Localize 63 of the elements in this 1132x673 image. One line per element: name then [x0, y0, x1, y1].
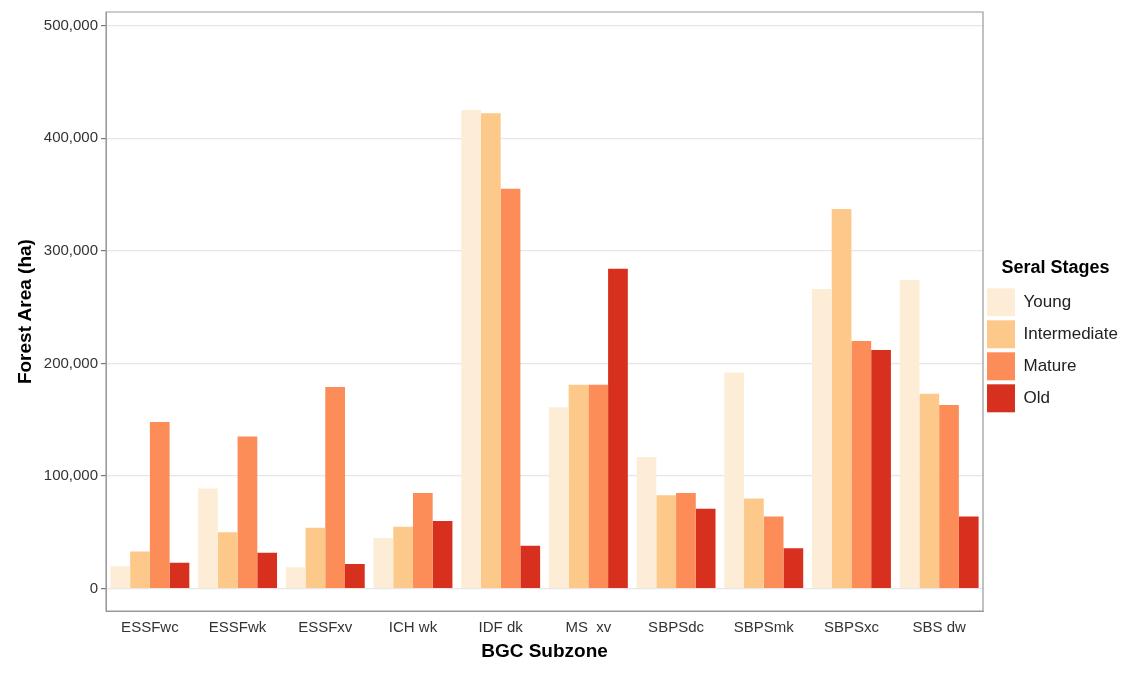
- bar: [783, 548, 804, 589]
- bar: [851, 340, 872, 589]
- bar: [811, 289, 832, 589]
- bar: [237, 436, 258, 589]
- y-tick-label: 500,000: [43, 15, 99, 33]
- y-tick-label: 100,000: [43, 466, 99, 484]
- bar: [500, 188, 521, 589]
- bar: [285, 567, 306, 589]
- x-tick-label: ESSFxv: [298, 618, 353, 636]
- bar: [568, 384, 589, 589]
- x-tick-label: SBPSxc: [823, 618, 880, 636]
- y-tick-label: 300,000: [43, 240, 99, 258]
- bar: [130, 551, 150, 589]
- legend-title: Seral Stages: [1001, 256, 1110, 277]
- bar: [763, 516, 784, 589]
- bar: [831, 209, 852, 589]
- legend-label: Mature: [1023, 355, 1077, 375]
- legend-label: Intermediate: [1023, 323, 1118, 343]
- bar: [548, 407, 569, 589]
- bar: [656, 495, 677, 589]
- bar: [588, 384, 609, 589]
- bar: [373, 537, 394, 589]
- x-tick-label: SBPSmk: [733, 618, 795, 636]
- y-tick-label: 0: [89, 578, 99, 596]
- bar: [480, 113, 501, 589]
- bar: [695, 508, 716, 589]
- bar: [676, 492, 696, 589]
- bar: [744, 498, 764, 589]
- x-tick-label: MS xv: [565, 618, 612, 636]
- bar: [257, 552, 278, 589]
- bar: [432, 521, 453, 589]
- bar: [520, 545, 541, 589]
- y-axis-title: Forest Area (ha): [13, 239, 35, 385]
- bar: [461, 109, 481, 589]
- bar: [325, 387, 345, 589]
- bar: [608, 268, 628, 589]
- bar: [958, 516, 979, 589]
- x-axis-title: BGC Subzone: [481, 639, 608, 661]
- bar: [939, 405, 959, 589]
- bar: [919, 393, 940, 589]
- bar: [198, 488, 218, 589]
- legend-label: Old: [1023, 387, 1050, 407]
- bar: [724, 372, 745, 589]
- x-tick-label: SBS dw: [912, 618, 966, 636]
- bar: [412, 492, 433, 589]
- bar: [217, 532, 238, 589]
- bar: [169, 562, 190, 589]
- x-tick-label: ESSFwc: [121, 618, 180, 636]
- y-tick-label: 200,000: [43, 353, 99, 371]
- x-tick-label: ESSFwk: [208, 618, 267, 636]
- x-tick-label: IDF dk: [478, 618, 524, 636]
- legend-label: Young: [1023, 291, 1072, 311]
- bar: [110, 566, 131, 589]
- bar: [393, 526, 413, 589]
- bar: [871, 349, 891, 589]
- bar: [899, 280, 920, 589]
- x-tick-label: ICH wk: [388, 618, 438, 636]
- bar: [636, 456, 657, 589]
- bar: [345, 563, 365, 589]
- bar: [149, 421, 170, 589]
- x-tick-label: SBPSdc: [648, 618, 705, 636]
- y-tick-label: 400,000: [43, 128, 99, 146]
- bar: [305, 527, 326, 589]
